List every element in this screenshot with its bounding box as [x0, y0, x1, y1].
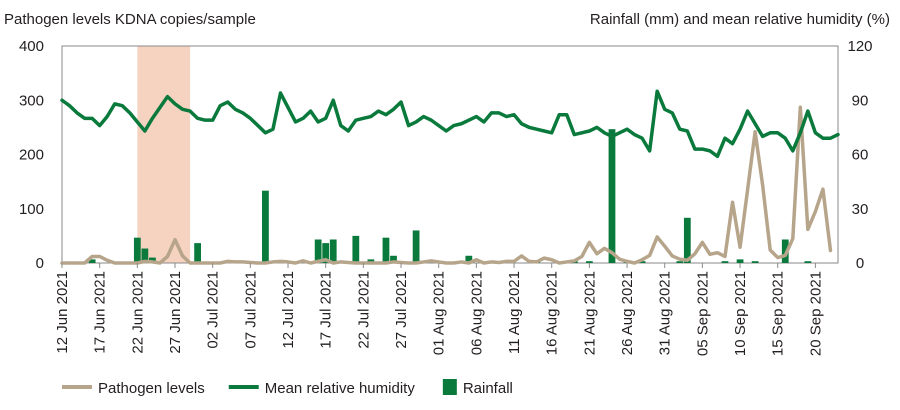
x-tick-label: 12 Jun 2021 — [54, 271, 71, 354]
rainfall-bar — [465, 255, 473, 263]
left-axis-title: Pathogen levels KDNA copies/sample — [4, 11, 256, 28]
rainfall-bar — [88, 259, 96, 263]
left-tick-label: 100 — [19, 201, 44, 218]
rainfall-bar — [751, 261, 759, 263]
x-tick-label: 16 Aug 2021 — [544, 271, 561, 355]
rainfall-bar — [412, 230, 420, 263]
x-axis-ticks: 12 Jun 2021 17 Jun 2021 22 Jun 2021 27 Jun … — [54, 263, 824, 356]
x-tick-label: 17 Jun 2021 — [92, 271, 109, 354]
right-tick-label: 120 — [847, 38, 872, 55]
legend-label: Pathogen levels — [98, 380, 205, 397]
rainfall-bar — [262, 190, 269, 263]
highlight-period — [137, 46, 191, 263]
rainfall-bar — [390, 255, 397, 263]
right-tick-label: 30 — [852, 201, 869, 218]
x-tick-label: 06 Aug 2021 — [468, 271, 485, 355]
right-axis-ticks: 0 30 60 90 120 — [847, 38, 872, 272]
x-tick-label: 26 Aug 2021 — [619, 271, 636, 355]
rainfall-bar — [314, 239, 322, 263]
rainfall-bar — [329, 239, 337, 263]
rainfall-bar — [194, 243, 202, 263]
highlight-band — [137, 46, 191, 263]
left-tick-label: 300 — [19, 92, 44, 109]
right-tick-label: 0 — [856, 255, 864, 272]
right-axis-title: Rainfall (mm) and mean relative humidity… — [590, 11, 890, 28]
x-tick-label: 12 Jul 2021 — [280, 271, 297, 349]
x-tick-label: 11 Aug 2021 — [506, 271, 523, 354]
x-tick-label: 17 Jul 2021 — [318, 271, 335, 349]
rainfall-bar — [585, 261, 593, 263]
right-tick-label: 90 — [852, 92, 869, 109]
rainfall-bar — [133, 237, 141, 263]
x-tick-label: 01 Aug 2021 — [431, 271, 448, 355]
left-tick-label: 400 — [19, 38, 44, 55]
rainfall-bar — [721, 261, 729, 263]
x-tick-label: 22 Jul 2021 — [355, 271, 372, 349]
rainfall-bar — [736, 259, 744, 263]
rainfall-bar — [804, 261, 812, 263]
x-tick-label: 05 Sep 2021 — [694, 271, 711, 356]
x-tick-label: 20 Sep 2021 — [807, 271, 824, 356]
rainfall-bar — [608, 129, 616, 263]
legend: Pathogen levels Mean relative humidity Rai… — [62, 379, 513, 397]
legend-label: Rainfall — [463, 380, 513, 397]
rainfall-bar — [352, 235, 360, 263]
series-lines — [60, 89, 840, 265]
left-axis-ticks: 0 100 200 300 400 — [19, 38, 44, 272]
legend-label: Mean relative humidity — [265, 380, 416, 397]
x-tick-label: 31 Aug 2021 — [657, 271, 674, 355]
mean-relative-humidity-line — [60, 89, 840, 159]
x-tick-label: 27 Jun 2021 — [167, 271, 184, 354]
pathogen-levels-line — [60, 105, 833, 265]
right-tick-label: 60 — [852, 147, 869, 164]
rainfall-bar — [676, 261, 684, 263]
rainfall-bar — [683, 217, 691, 263]
x-tick-label: 22 Jun 2021 — [129, 271, 146, 354]
rainfall-bar — [367, 259, 375, 263]
x-tick-label: 21 Aug 2021 — [581, 271, 598, 355]
x-tick-label: 27 Jul 2021 — [393, 271, 410, 349]
left-tick-label: 200 — [19, 147, 44, 164]
left-tick-label: 0 — [36, 255, 44, 272]
rainfall-bar — [638, 261, 646, 263]
rainfall-bar — [382, 237, 390, 263]
x-tick-label: 15 Sep 2021 — [770, 271, 787, 356]
x-tick-label: 07 Jul 2021 — [242, 271, 259, 349]
rainfall-bar — [322, 243, 330, 263]
rainfall-bar — [141, 248, 149, 263]
x-tick-label: 02 Jul 2021 — [205, 271, 222, 349]
x-tick-label: 10 Sep 2021 — [732, 271, 749, 356]
legend-swatch — [442, 379, 457, 395]
